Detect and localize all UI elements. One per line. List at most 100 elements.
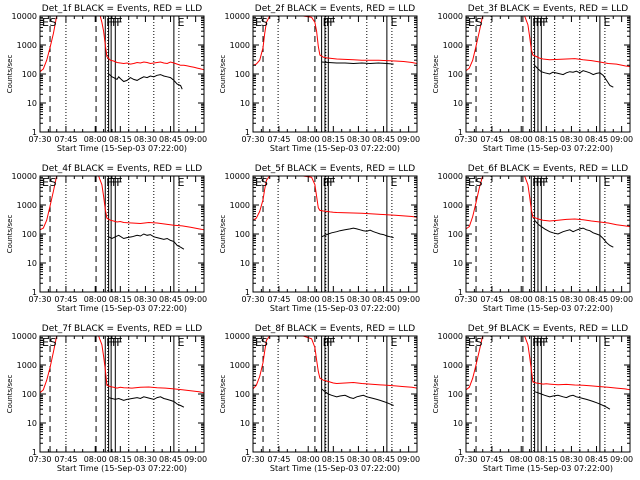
- x-axis-label: Start Time (15-Sep-03 07:22:00): [270, 304, 400, 313]
- y-tick-label: 10: [27, 99, 37, 108]
- series-events: [108, 233, 185, 250]
- y-tick-label: 1000: [17, 201, 37, 210]
- series-group: [253, 16, 417, 66]
- y-tick-label: 10: [27, 419, 37, 428]
- marker-f: F: [106, 16, 112, 29]
- y-tick-label: 100: [22, 390, 37, 399]
- x-tick-label: 09:00: [610, 135, 633, 144]
- y-axis: 1 10 100 1000 10000 Counts/sec: [6, 332, 204, 457]
- reference-lines: [262, 16, 393, 132]
- plot-frame: [39, 15, 205, 133]
- x-tick-label: 07:30: [454, 135, 477, 144]
- x-tick-label: 07:30: [454, 295, 477, 304]
- x-tick-label: 09:00: [184, 135, 207, 144]
- x-tick-label: 07:30: [28, 135, 51, 144]
- marker-e: E: [468, 176, 475, 189]
- x-tick-label: 08:45: [372, 135, 395, 144]
- x-axis: 07:30 07:45 08:00 08:15 08:30 08:45 09:00Start…: [28, 176, 207, 313]
- series-lld: [40, 16, 204, 73]
- subplot-title: Det_6f BLACK = Events, RED = LLD: [468, 164, 628, 174]
- marker-f: F: [536, 16, 542, 29]
- marker-s: S: [50, 336, 57, 349]
- x-tick-label: 07:30: [241, 455, 264, 464]
- series-events: [321, 61, 394, 65]
- x-tick-label: 08:45: [372, 455, 395, 464]
- y-tick-label: 1: [245, 128, 250, 137]
- x-tick-label: 08:45: [372, 295, 395, 304]
- x-tick-label: 08:15: [109, 455, 132, 464]
- x-axis: 07:30 07:45 08:00 08:15 08:30 08:45 09:00Start…: [241, 336, 420, 473]
- marker-f: F: [539, 336, 545, 349]
- x-tick-label: 07:30: [241, 135, 264, 144]
- x-axis-label: Start Time (15-Sep-03 07:22:00): [57, 144, 187, 153]
- x-tick-label: 08:15: [535, 295, 558, 304]
- x-tick-label: 08:45: [585, 135, 608, 144]
- x-tick-label: 08:15: [109, 295, 132, 304]
- x-tick-label: 07:45: [54, 295, 77, 304]
- series-lld: [466, 176, 630, 230]
- y-tick-label: 10000: [438, 172, 463, 181]
- y-tick-label: 100: [235, 230, 250, 239]
- y-axis-label: Counts/sec: [219, 215, 227, 254]
- marker-f: F: [112, 176, 118, 189]
- series-lld: [466, 336, 630, 391]
- x-tick-label: 08:00: [297, 135, 320, 144]
- y-tick-label: 1: [458, 128, 463, 137]
- x-axis-label: Start Time (15-Sep-03 07:22:00): [483, 464, 613, 473]
- x-tick-label: 08:00: [84, 135, 107, 144]
- x-axis: 07:30 07:45 08:00 08:15 08:30 08:45 09:00Start…: [454, 16, 633, 153]
- series-lld: [40, 336, 204, 394]
- series-group: [466, 176, 630, 248]
- x-tick-label: 08:45: [585, 455, 608, 464]
- x-tick-label: 07:45: [267, 295, 290, 304]
- subplot-title: Det_8f BLACK = Events, RED = LLD: [255, 324, 415, 334]
- marker-f: F: [116, 16, 122, 29]
- x-tick-label: 08:30: [347, 455, 370, 464]
- x-tick-label: 08:45: [159, 295, 182, 304]
- marker-f: F: [532, 16, 538, 29]
- y-axis-label: Counts/sec: [219, 55, 227, 94]
- y-axis: 1 10 100 1000 10000 Counts/sec: [6, 172, 204, 297]
- series-group: [466, 336, 630, 410]
- reference-lines: [475, 336, 606, 452]
- x-tick-label: 08:30: [347, 295, 370, 304]
- series-events: [534, 219, 614, 248]
- marker-s: S: [476, 176, 483, 189]
- y-axis-label: Counts/sec: [219, 375, 227, 414]
- plot-frame: [252, 15, 418, 133]
- y-tick-label: 10000: [225, 12, 250, 21]
- series-events: [108, 396, 185, 408]
- series-lld: [466, 16, 630, 72]
- x-axis: 07:30 07:45 08:00 08:15 08:30 08:45 09:00Start…: [241, 176, 420, 313]
- subplot-title: Det_9f BLACK = Events, RED = LLD: [468, 324, 628, 334]
- marker-e: E: [604, 336, 611, 349]
- x-tick-label: 07:45: [54, 135, 77, 144]
- x-axis: 07:30 07:45 08:00 08:15 08:30 08:45 09:00Start…: [28, 16, 207, 153]
- plot-frame: [465, 335, 631, 453]
- x-tick-label: 08:30: [560, 455, 583, 464]
- x-axis-label: Start Time (15-Sep-03 07:22:00): [57, 304, 187, 313]
- x-tick-label: 08:00: [510, 455, 533, 464]
- series-group: [466, 16, 630, 88]
- series-lld: [253, 336, 417, 390]
- y-tick-label: 1: [32, 448, 37, 457]
- marker-f: F: [110, 16, 116, 29]
- marker-e: E: [468, 16, 475, 29]
- marker-e: E: [391, 176, 398, 189]
- y-tick-label: 1: [245, 288, 250, 297]
- marker-s: S: [261, 336, 268, 349]
- y-tick-label: 100: [235, 390, 250, 399]
- x-tick-label: 07:45: [267, 455, 290, 464]
- series-lld: [253, 176, 417, 221]
- x-tick-label: 09:00: [397, 455, 420, 464]
- marker-e: E: [42, 176, 49, 189]
- x-tick-label: 08:00: [84, 295, 107, 304]
- x-tick-label: 08:00: [84, 455, 107, 464]
- x-tick-label: 09:00: [397, 295, 420, 304]
- plot-frame: [252, 335, 418, 453]
- x-tick-label: 08:30: [134, 455, 157, 464]
